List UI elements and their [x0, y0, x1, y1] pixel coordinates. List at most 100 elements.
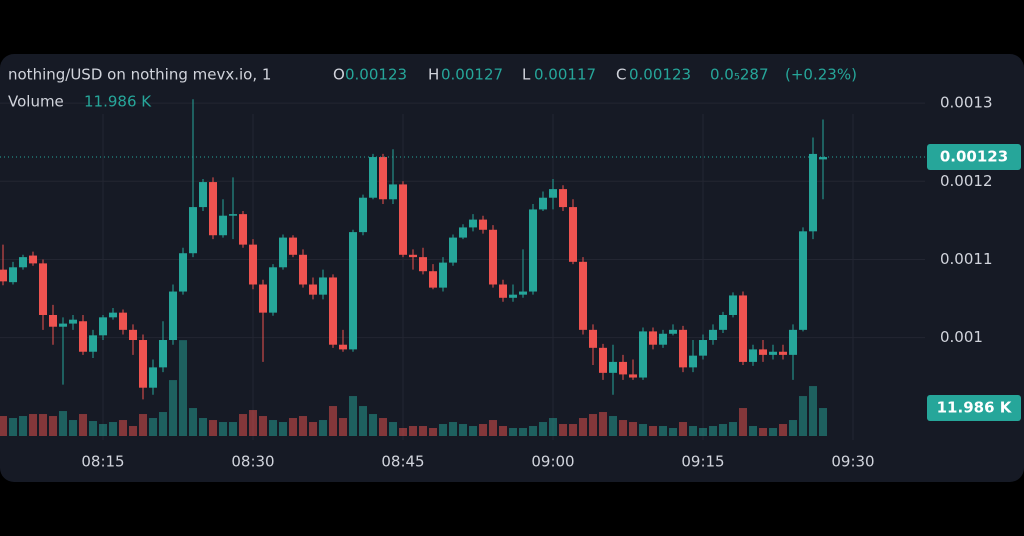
volume-bar — [0, 416, 8, 436]
volume-bar — [49, 416, 57, 436]
y-tick-label: 0.0011 — [940, 250, 993, 268]
volume-bar — [749, 426, 757, 436]
candles — [0, 99, 925, 400]
volume-bar — [459, 424, 467, 436]
volume-bar — [169, 380, 177, 436]
candle-body — [39, 263, 47, 315]
candle-body — [99, 317, 107, 336]
volume-bar — [819, 408, 827, 436]
candle-body — [439, 262, 447, 288]
volume-bar — [69, 420, 77, 436]
candle-body — [799, 231, 807, 330]
x-tick-label: 09:30 — [831, 453, 874, 471]
candle-body — [119, 312, 127, 330]
candle-body — [229, 214, 237, 216]
candle-body — [319, 277, 327, 295]
candle-body — [459, 227, 467, 238]
candle-body — [139, 340, 147, 388]
candle-body — [669, 329, 677, 334]
volume-bar — [179, 340, 187, 436]
volume-bar — [549, 418, 557, 436]
volume-bar — [579, 418, 587, 436]
volume-bar — [489, 420, 497, 436]
volume-bar — [759, 428, 767, 436]
volume-bar — [129, 426, 137, 436]
volume-bar — [299, 416, 307, 436]
candle-body — [349, 232, 357, 350]
ohlc-value: 0.00123 — [629, 66, 691, 84]
candle-body — [149, 367, 157, 388]
candle-body — [599, 347, 607, 373]
candle-body — [609, 361, 617, 373]
volume-bar — [439, 424, 447, 436]
ohlc-value: 0.00123 — [345, 66, 407, 84]
volume-bar — [409, 426, 417, 436]
candle-body — [429, 271, 437, 288]
candle-body — [499, 284, 507, 298]
volume-bar — [209, 420, 217, 436]
candle-body — [159, 340, 167, 368]
volume-bar — [279, 422, 287, 436]
candle-body — [259, 284, 267, 313]
candle-body — [379, 157, 387, 200]
candle-body — [219, 215, 227, 236]
candle-body — [199, 182, 207, 208]
last-price-label: 0.00123 — [940, 148, 1008, 166]
candle-body — [769, 351, 777, 355]
volume-bar — [109, 422, 117, 436]
volume-bar — [339, 418, 347, 436]
candle-body — [729, 295, 737, 315]
candle-body — [419, 257, 427, 272]
volume-bar — [539, 422, 547, 436]
volume-bar — [329, 406, 337, 436]
candle-body — [279, 237, 287, 268]
candle-body — [549, 189, 557, 198]
candle-body — [249, 244, 257, 285]
candle-body — [339, 344, 347, 350]
candle-body — [759, 349, 767, 355]
candle-body — [479, 219, 487, 230]
volume-pane — [0, 340, 827, 436]
volume-bar — [319, 420, 327, 436]
candle-body — [649, 331, 657, 345]
candle-body — [639, 331, 647, 378]
x-tick-label: 08:30 — [231, 453, 274, 471]
volume-bar — [269, 420, 277, 436]
volume-bar — [369, 414, 377, 436]
volume-bar — [289, 418, 297, 436]
volume-bar — [159, 412, 167, 436]
candle-body — [289, 237, 297, 255]
candle-body — [719, 314, 727, 330]
x-tick-label: 09:15 — [681, 453, 724, 471]
volume-bar — [659, 426, 667, 436]
candle-body — [409, 254, 417, 258]
change: 0.0₅287 — [710, 66, 769, 84]
volume-bar — [419, 426, 427, 436]
candle-body — [699, 340, 707, 356]
volume-value: 11.986 K — [84, 93, 152, 111]
candle-body — [179, 253, 187, 292]
volume-bar — [189, 408, 197, 436]
candle-body — [629, 374, 637, 378]
candle-body — [579, 261, 587, 330]
candle-body — [449, 237, 457, 263]
volume-bar — [89, 421, 97, 436]
candle-body — [809, 153, 817, 232]
volume-bar — [639, 424, 647, 436]
volume-bar — [389, 422, 397, 436]
candle-body — [309, 284, 317, 295]
volume-bar — [719, 424, 727, 436]
candle-body — [299, 254, 307, 285]
last-volume-label: 11.986 K — [937, 399, 1013, 417]
volume-bar — [609, 416, 617, 436]
candle-body — [619, 361, 627, 375]
candle-body — [569, 207, 577, 262]
candle-body — [169, 291, 177, 341]
candle-body — [9, 267, 17, 283]
labels: nothing/USD on nothing mevx.io, 1 O 0.00… — [8, 66, 1021, 471]
candle-body — [359, 197, 367, 233]
y-tick-label: 0.001 — [940, 328, 983, 346]
volume-bar — [779, 424, 787, 436]
volume-bar — [669, 428, 677, 436]
